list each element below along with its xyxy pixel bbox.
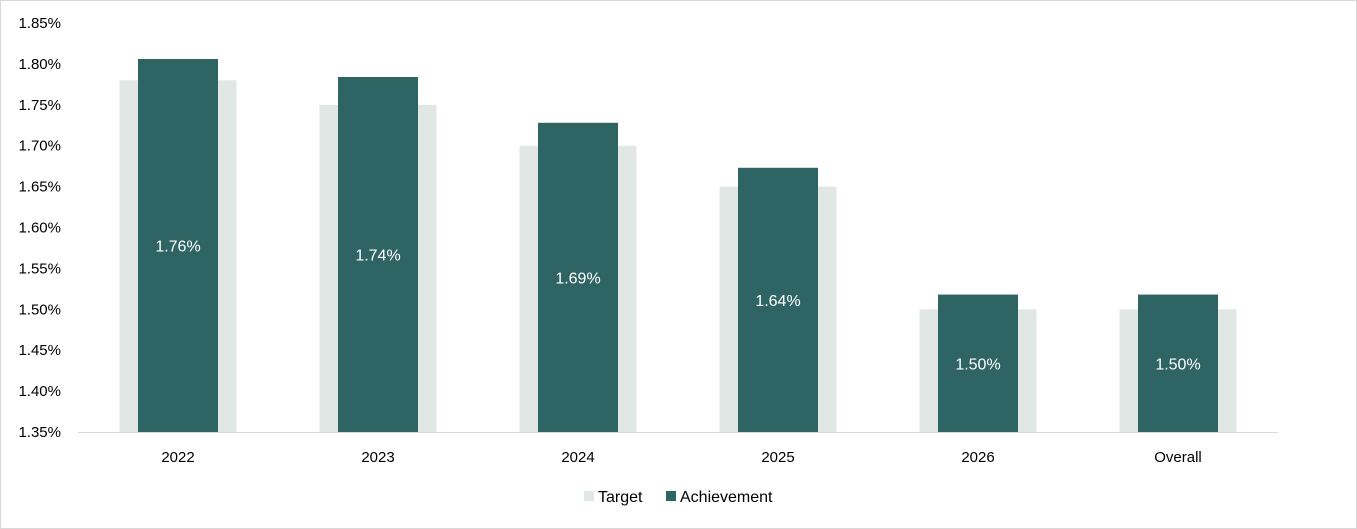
achievement-bar	[538, 122, 618, 433]
y-tick-label: 1.45%	[18, 342, 61, 359]
x-category-label: 2022	[161, 449, 194, 466]
y-tick-label: 1.60%	[18, 220, 61, 237]
data-label: 1.64%	[755, 293, 800, 310]
y-tick-label: 1.35%	[18, 424, 61, 441]
achievement-bar	[138, 58, 218, 432]
target-series	[119, 80, 1237, 433]
y-axis-ticks: 1.85% 1.80% 1.75% 1.70% 1.65% 1.60% 1.55% 1.50%…	[18, 15, 61, 441]
legend: Target Achievement	[584, 489, 773, 506]
achievement-bar	[1138, 294, 1218, 432]
legend-item-target-label: Target	[598, 489, 643, 506]
y-tick-label: 1.55%	[18, 260, 61, 277]
achievement-bar	[738, 167, 818, 432]
achievement-bar	[938, 294, 1018, 432]
y-tick-label: 1.65%	[18, 179, 61, 196]
legend-item-achievement-label: Achievement	[680, 489, 773, 506]
y-tick-label: 1.85%	[18, 15, 61, 32]
y-tick-label: 1.50%	[18, 301, 61, 318]
y-tick-label: 1.75%	[18, 97, 61, 114]
x-category-label: Overall	[1154, 449, 1202, 466]
achievement-bar	[338, 76, 418, 432]
data-label: 1.50%	[955, 356, 1000, 373]
x-axis-labels: 2022 2023 2024 2025 2026 Overall	[161, 449, 1201, 466]
data-label: 1.74%	[355, 247, 400, 264]
y-tick-label: 1.70%	[18, 138, 61, 155]
legend-item-achievement-swatch	[666, 491, 676, 501]
y-tick-label: 1.40%	[18, 383, 61, 400]
data-label: 1.69%	[555, 270, 600, 287]
y-tick-label: 1.80%	[18, 56, 61, 73]
x-category-label: 2024	[561, 449, 594, 466]
data-label: 1.50%	[1155, 356, 1200, 373]
x-category-label: 2026	[961, 449, 994, 466]
x-category-label: 2025	[761, 449, 794, 466]
x-category-label: 2023	[361, 449, 394, 466]
legend-item-target-swatch	[584, 491, 594, 501]
achievement-series: 1.76% 1.74% 1.69% 1.64% 1.50% 1.50%	[138, 58, 1218, 433]
data-label: 1.76%	[155, 238, 200, 255]
